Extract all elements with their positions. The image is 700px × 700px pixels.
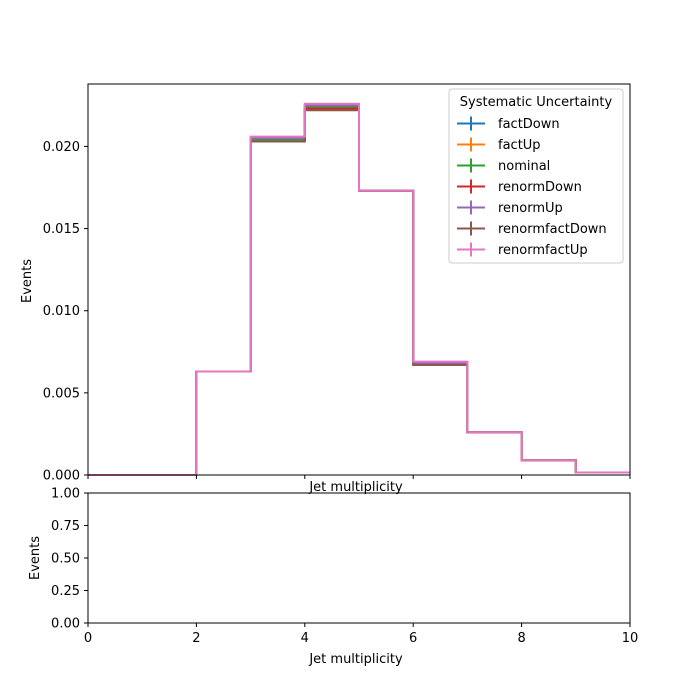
main-y-axis-label: Events (20, 259, 35, 303)
ratio-x-tick-label: 2 (192, 631, 200, 646)
main-x-axis-label: Jet multiplicity (308, 480, 403, 495)
ratio-x-tick-label: 8 (517, 631, 525, 646)
main-y-tick-label: 0.005 (43, 386, 80, 401)
main-y-tick-label: 0.020 (43, 140, 80, 155)
ratio-y-tick-label: 0.00 (51, 617, 80, 632)
ratio-y-ticks: 0.00 0.25 0.50 0.75 1.00 (51, 487, 88, 632)
legend-label: renormfactDown (498, 222, 607, 237)
ratio-y-tick-label: 1.00 (51, 487, 80, 502)
legend-item-renormUp: renormUp (457, 200, 563, 216)
legend: Systematic Uncertainty factDown factUp nom… (448, 88, 624, 264)
main-y-tick-label: 0.015 (43, 222, 80, 237)
ratio-x-ticks: 0 2 4 6 8 10 (84, 623, 638, 646)
main-y-tick-label: 0.010 (43, 304, 80, 319)
ratio-x-tick-label: 4 (301, 631, 309, 646)
ratio-x-tick-label: 10 (622, 631, 639, 646)
main-histogram-panel: 0.000 0.005 0.010 0.015 0.020 Jet multiplici… (20, 83, 631, 495)
legend-label: renormfactUp (498, 243, 588, 258)
ratio-y-tick-label: 0.75 (51, 519, 80, 534)
legend-item-factDown: factDown (457, 116, 560, 132)
ratio-x-tick-label: 6 (409, 631, 417, 646)
legend-item-renormfactDown: renormfactDown (457, 221, 607, 237)
legend-label: renormUp (498, 201, 563, 216)
ratio-y-tick-label: 0.50 (51, 552, 80, 567)
legend-item-nominal: nominal (457, 158, 550, 174)
legend-label: factUp (498, 138, 541, 153)
ratio-panel: 0.00 0.25 0.50 0.75 1.00 0 2 4 6 8 10 Jet multipl… (28, 487, 638, 668)
main-plot-frame (87, 83, 631, 476)
ratio-x-axis-label: Jet multiplicity (308, 652, 403, 667)
ratio-y-axis-label: Events (28, 536, 43, 580)
series-line-renormfactUp (88, 102, 630, 476)
legend-items: factDown factUp nominal renormDown renormUp r… (457, 116, 607, 258)
main-y-tick-label: 0.000 (43, 469, 80, 484)
legend-label: renormDown (498, 180, 582, 195)
histogram-series-group (88, 102, 630, 476)
legend-item-renormfactUp: renormfactUp (457, 242, 588, 258)
main-y-ticks: 0.000 0.005 0.010 0.015 0.020 (43, 140, 88, 484)
legend-item-renormDown: renormDown (457, 179, 582, 195)
legend-label: nominal (498, 159, 550, 174)
ratio-y-tick-label: 0.25 (51, 584, 80, 599)
ratio-x-tick-label: 0 (84, 631, 92, 646)
legend-box (448, 88, 624, 264)
legend-label: factDown (498, 117, 560, 132)
main-x-ticks (87, 475, 631, 479)
legend-title: Systematic Uncertainty (460, 95, 613, 110)
legend-item-factUp: factUp (457, 137, 541, 153)
